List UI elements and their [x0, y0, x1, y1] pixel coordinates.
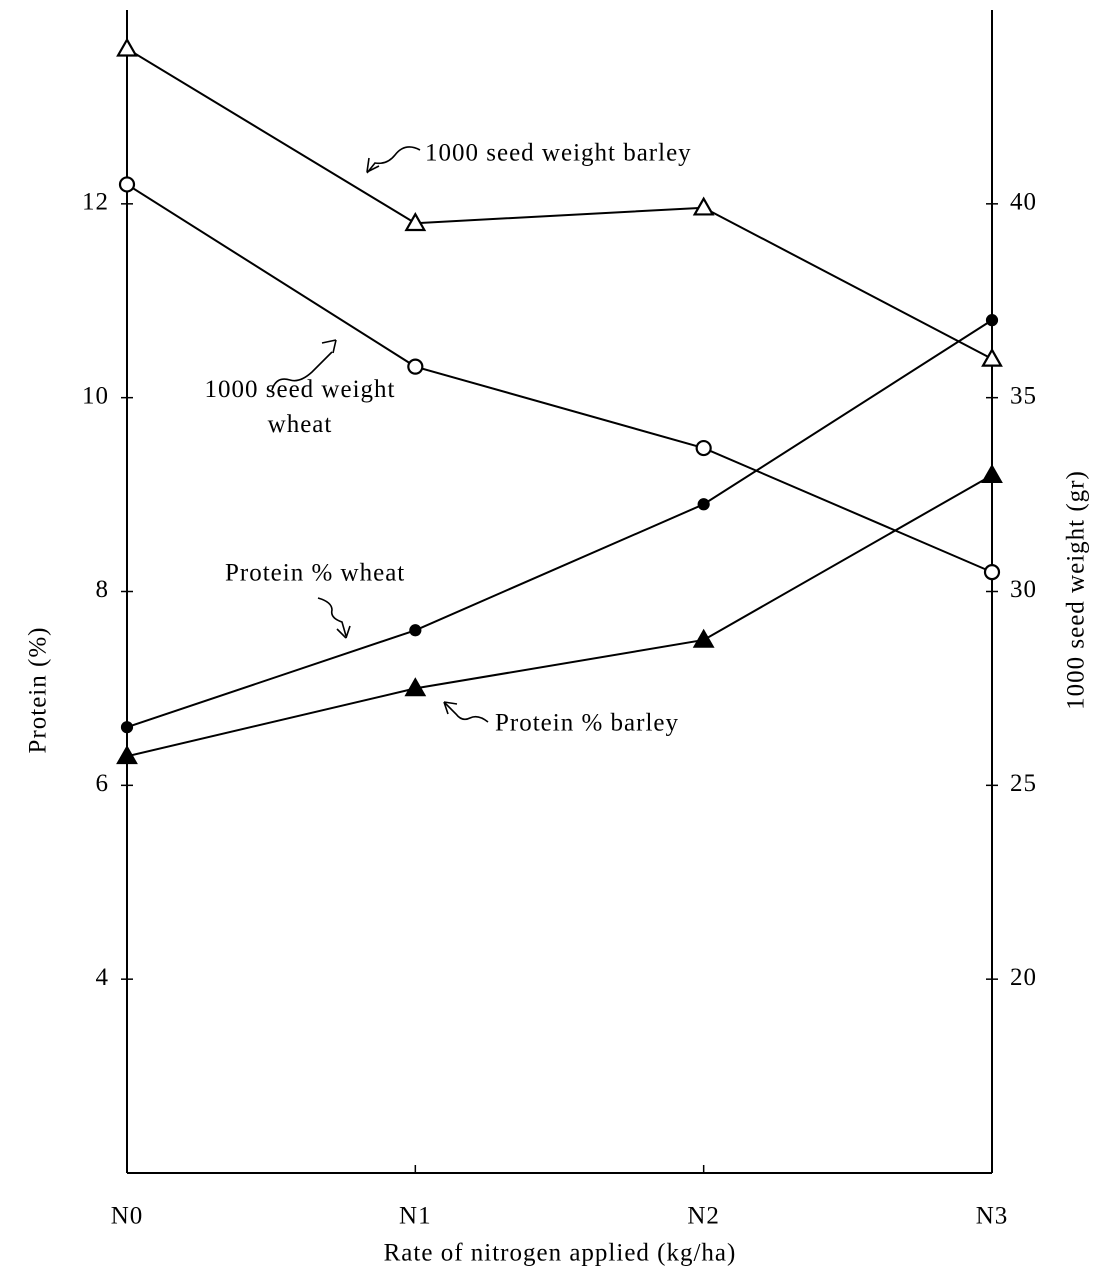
marker [407, 358, 424, 375]
y2-tick-label: 35 [1010, 382, 1037, 409]
series-line [126, 183, 993, 574]
y-tick-label: 8 [96, 576, 110, 603]
series-annotation: Protein % barley [495, 710, 679, 737]
y-tick-label: 4 [96, 964, 110, 991]
arrow-head [443, 701, 458, 715]
y2-tick-label: 20 [1010, 964, 1037, 991]
y2-tick-label: 30 [1010, 576, 1037, 603]
series-line [126, 319, 993, 729]
arrow-head [336, 625, 351, 639]
arrow-head [366, 157, 380, 173]
marker [404, 677, 427, 697]
marker [981, 463, 1003, 484]
y-axis-label: Protein (%) [25, 627, 52, 754]
y2-tick-label: 25 [1010, 770, 1037, 797]
arrow [366, 146, 421, 174]
marker [120, 721, 134, 734]
marker [695, 439, 712, 457]
arrow-head [321, 339, 337, 354]
marker [404, 211, 427, 232]
x-tick-label: N1 [399, 1203, 432, 1230]
series-annotation: Protein % wheat [225, 560, 405, 587]
y2-axis-label: 1000 seed weight (gr) [1063, 470, 1090, 710]
arrow [443, 701, 489, 723]
y-tick-label: 12 [82, 189, 109, 216]
x-tick-label: N3 [976, 1203, 1009, 1230]
marker [981, 347, 1003, 367]
marker [983, 564, 1001, 581]
arrow [317, 597, 347, 637]
x-tick-label: N0 [111, 1203, 144, 1230]
marker [118, 176, 136, 193]
series-line [126, 474, 993, 758]
series-annotation: 1000 seed weight wheat [204, 376, 396, 438]
arrow [271, 351, 333, 391]
marker [692, 628, 715, 648]
marker [409, 624, 422, 637]
annotation-arrows [271, 146, 489, 723]
x-axis-label: Rate of nitrogen applied (kg/ha) [384, 1240, 737, 1267]
y2-tick-label: 40 [1010, 189, 1037, 216]
marker [116, 745, 138, 765]
x-tick-label: N2 [687, 1203, 720, 1230]
marker [985, 314, 999, 327]
series-line [126, 47, 993, 360]
marker [697, 498, 710, 511]
marker [116, 37, 138, 57]
series-annotation: 1000 seed weight barley [425, 140, 692, 167]
y-tick-label: 10 [82, 382, 109, 409]
marker [692, 196, 715, 216]
y-tick-label: 6 [96, 770, 110, 797]
